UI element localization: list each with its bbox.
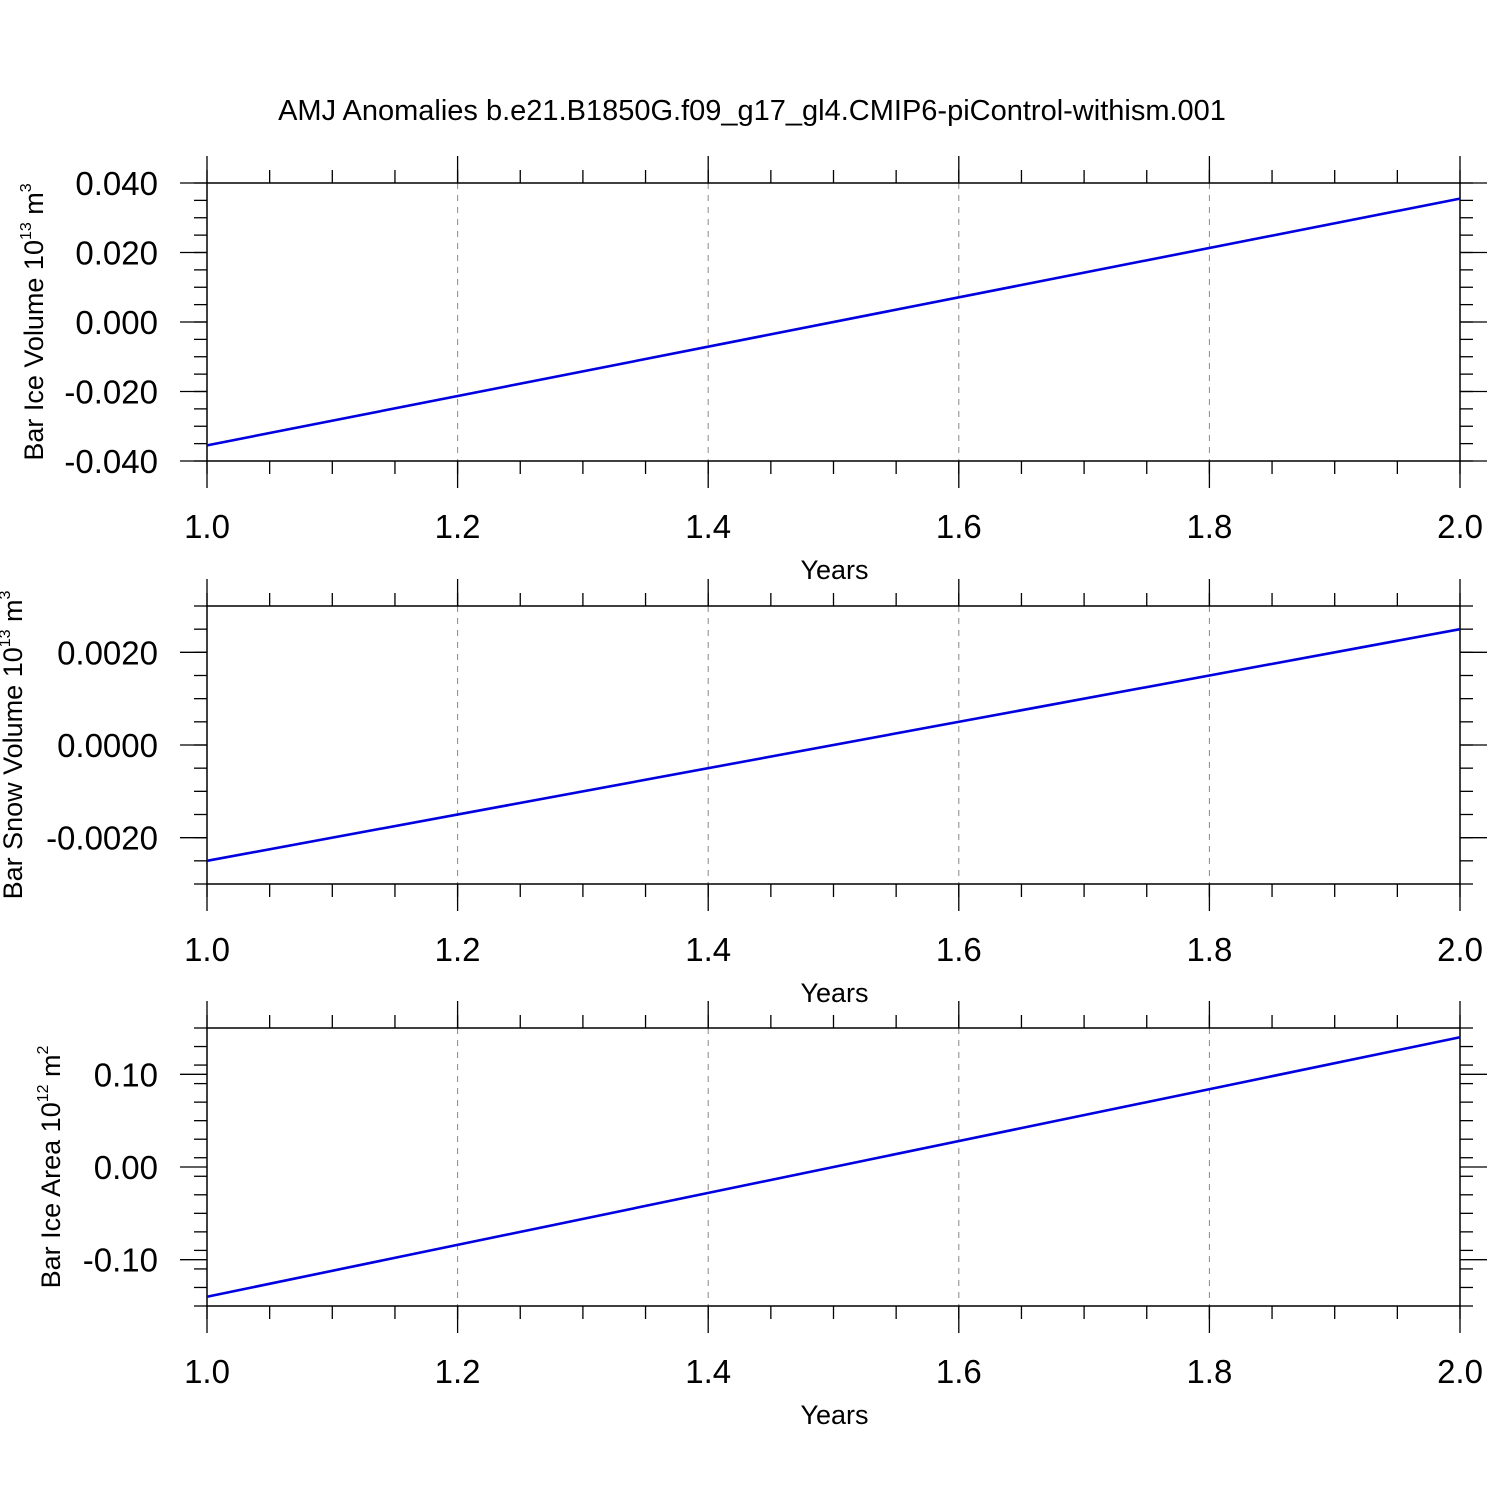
x-tick-label: 1.6 <box>936 931 982 968</box>
x-tick-label: 2.0 <box>1437 1353 1483 1390</box>
x-tick-label: 1.4 <box>685 508 731 545</box>
y-axis-label-superscript: 13 <box>0 629 14 647</box>
y-axis-label-superscript: 12 <box>35 1084 52 1102</box>
y-axis-label-superscript: 13 <box>18 222 35 240</box>
y-tick-label: 0.10 <box>94 1056 158 1093</box>
y-tick-label: -0.0020 <box>46 820 158 857</box>
x-tick-label: 1.2 <box>435 931 481 968</box>
x-tick-label: 1.6 <box>936 1353 982 1390</box>
x-tick-label: 1.2 <box>435 1353 481 1390</box>
x-axis-label: Years <box>800 1400 868 1430</box>
y-axis-label-superscript: 2 <box>35 1045 52 1054</box>
y-axis-label-superscript: 3 <box>0 590 14 599</box>
x-tick-label: 1.0 <box>184 931 230 968</box>
y-axis-label-text: m <box>19 192 49 222</box>
x-tick-label: 1.8 <box>1186 931 1232 968</box>
x-tick-label: 1.4 <box>685 1353 731 1390</box>
panel-3: 1.0 1.2 1.4 1.6 1.8 2.0 -0.10 0.00 0.10 Years Bar … <box>35 1001 1487 1430</box>
y-axis-label-superscript: 3 <box>18 183 35 192</box>
x-tick-label: 2.0 <box>1437 508 1483 545</box>
y-tick-label: 0.000 <box>75 304 158 341</box>
y-axis-label-text: Bar Ice Volume 10 <box>19 240 49 461</box>
series-line <box>206 627 1461 863</box>
y-axis-label: Bar Snow Volume 1013 m3 <box>0 590 28 899</box>
x-tick-label: 2.0 <box>1437 931 1483 968</box>
x-axis-label: Years <box>800 978 868 1008</box>
y-axis-label-text: Bar Snow Volume 10 <box>0 647 28 899</box>
x-tick-label: 1.0 <box>184 1353 230 1390</box>
y-tick-label: -0.020 <box>64 374 158 411</box>
y-axis-label-text: m <box>36 1054 66 1084</box>
y-tick-label: 0.0000 <box>57 727 158 764</box>
y-tick-label: -0.10 <box>83 1242 158 1279</box>
y-axis-label: Bar Ice Area 1012 m2 <box>35 1045 66 1288</box>
series-line <box>206 1035 1461 1299</box>
y-axis-label: Bar Ice Volume 1013 m3 <box>18 183 49 460</box>
x-tick-label: 1.6 <box>936 508 982 545</box>
y-axis-label-text: m <box>0 599 28 629</box>
y-tick-label: 0.0020 <box>57 634 158 671</box>
y-tick-label: 0.020 <box>75 235 158 272</box>
y-tick-label: 0.00 <box>94 1149 158 1186</box>
x-tick-label: 1.4 <box>685 931 731 968</box>
x-tick-label: 1.8 <box>1186 1353 1232 1390</box>
panel-1: 1.0 1.2 1.4 1.6 1.8 2.0 -0.040 -0.020 0.000 0.020… <box>18 156 1487 585</box>
y-tick-label: -0.040 <box>64 443 158 480</box>
x-tick-label: 1.0 <box>184 508 230 545</box>
panel-2: 1.0 1.2 1.4 1.6 1.8 2.0 -0.0020 0.0000 0.0020 Yea… <box>0 579 1487 1008</box>
y-tick-label: 0.040 <box>75 165 158 202</box>
x-tick-label: 1.2 <box>435 508 481 545</box>
x-tick-label: 1.8 <box>1186 508 1232 545</box>
chart-title: AMJ Anomalies b.e21.B1850G.f09_g17_gl4.C… <box>278 95 1226 127</box>
x-axis-label: Years <box>800 555 868 585</box>
series-line <box>206 197 1461 447</box>
y-axis-label-text: Bar Ice Area 10 <box>36 1102 66 1288</box>
